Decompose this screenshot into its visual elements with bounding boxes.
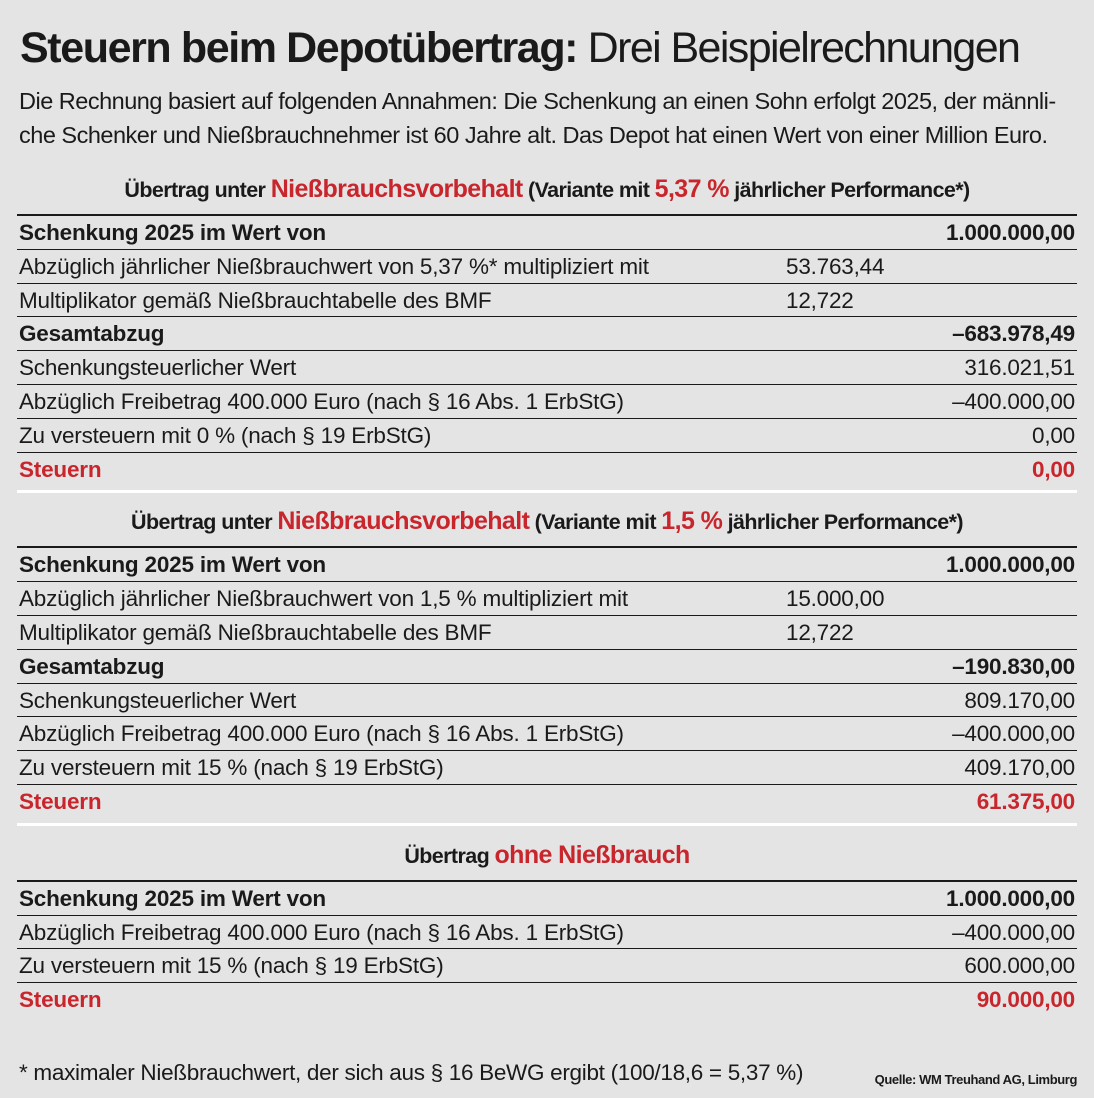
calc-table-2: Schenkung 2025 im Wert von 1.000.000,00 A… (17, 546, 1077, 817)
footnote: * maximaler Nießbrauchwert, der sich aus… (19, 1060, 804, 1085)
calc-table-1: Schenkung 2025 im Wert von 1.000.000,00 A… (17, 214, 1077, 485)
table-row: Zu versteuern mit 0 % (nach § 19 ErbStG)… (17, 419, 1077, 453)
calc-table-3: Schenkung 2025 im Wert von 1.000.000,00 A… (17, 879, 1077, 1016)
source-credit: Quelle: WM Treuhand AG, Limburg (874, 1072, 1078, 1087)
table-row: Gesamtabzug –683.978,49 (17, 317, 1077, 352)
intro-line: Die Rechnung basiert auf folgenden Annah… (19, 88, 1056, 114)
title-main: Steuern beim Depotübertrag: (20, 24, 579, 72)
table-row: Abzüglich jährlicher Nießbrauchwert von … (17, 582, 1077, 616)
table-row: Abzüglich Freibetrag 400.000 Euro (nach … (17, 385, 1077, 419)
heading-text: jährlicher Performance*) (734, 178, 970, 202)
tax-total-row: Steuern 0,00 (19, 456, 1075, 482)
table-row: Multiplikator gemäß Nießbrauchtabelle de… (17, 616, 1077, 650)
heading-text: Übertrag unter (131, 510, 273, 535)
table-row: Schenkung 2025 im Wert von 1.000.000,00 (17, 882, 1077, 916)
table-row: Schenkung 2025 im Wert von 1.000.000,00 (17, 548, 1077, 583)
table-row: Schenkung 2025 im Wert von 1.000.000,00 (17, 216, 1077, 250)
table-row: Schenkungsteuerlicher Wert 809.170,00 (17, 684, 1077, 718)
tax-total-row: Steuern 61.375,00 (19, 788, 1075, 814)
heading-text: (Variante mit (528, 178, 650, 202)
table-row: Zu versteuern mit 15 % (nach § 19 ErbStG… (17, 751, 1077, 785)
table-row: Schenkungsteuerlicher Wert 316.021,51 (17, 351, 1077, 385)
page-title: Steuern beim Depotübertrag: Drei Beispie… (20, 22, 1077, 74)
heading-text: Übertrag (404, 843, 490, 868)
heading-text: Übertrag unter (124, 178, 266, 202)
section-divider (17, 822, 1077, 826)
table-row: Abzüglich Freibetrag 400.000 Euro (nach … (17, 717, 1077, 752)
table-row: Zu versteuern mit 15 % (nach § 19 ErbStG… (17, 949, 1077, 984)
title-subtitle: Drei Beispielrechnungen (587, 24, 1021, 72)
section-heading-3: Übertrag ohne Nießbrauch (17, 841, 1077, 870)
table-row: Abzüglich jährlicher Nießbrauchwert von … (17, 250, 1077, 284)
heading-text: jährlicher Performance*) (727, 510, 964, 535)
intro-text: Die Rechnung basiert auf folgenden Annah… (19, 84, 1077, 152)
table-row: Gesamtabzug –190.830,00 (17, 650, 1077, 684)
heading-accent: ohne Nießbrauch (494, 840, 691, 869)
heading-text: (Variante mit (534, 510, 657, 535)
heading-accent: Nießbrauchsvorbehalt (277, 507, 530, 536)
table-row: Abzüglich Freibetrag 400.000 Euro (nach … (17, 916, 1077, 950)
heading-accent: 1,5 % (661, 507, 723, 536)
table-row: Multiplikator gemäß Nießbrauchtabelle de… (17, 284, 1077, 318)
section-divider (17, 490, 1077, 494)
heading-accent: Nießbrauchsvorbehalt (270, 175, 524, 203)
heading-accent: 5,37 % (654, 175, 730, 203)
intro-line: che Schenker und Nießbrauchnehmer ist 60… (19, 122, 1048, 148)
section-heading-2: Übertrag unter Nießbrauchsvorbehalt (Var… (17, 507, 1077, 536)
section-heading-1: Übertrag unter Nießbrauchsvorbehalt (Var… (17, 175, 1077, 204)
tax-total-row: Steuern 90.000,00 (19, 987, 1075, 1013)
